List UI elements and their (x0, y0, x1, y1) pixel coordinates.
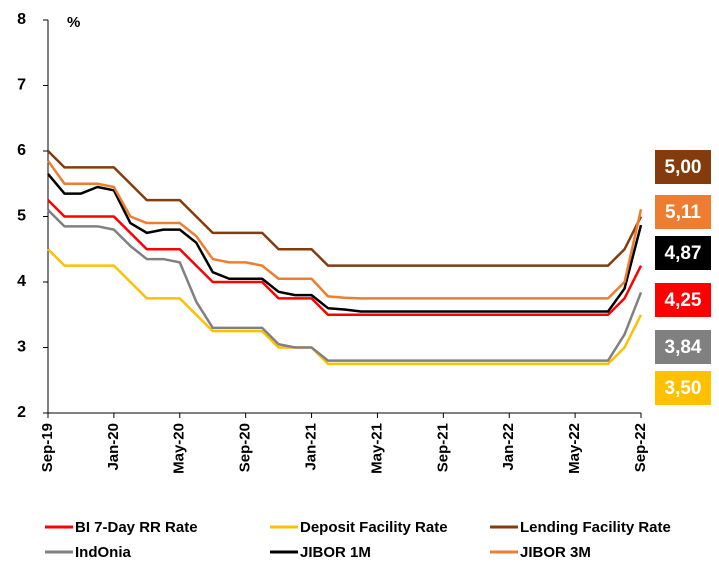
series-line (47, 150, 643, 267)
x-tick-label: Sep-19 (39, 423, 56, 472)
x-tick-label: May-20 (171, 423, 188, 474)
end-value-label: 4,25 (655, 283, 711, 317)
y-tick-label: 4 (17, 273, 26, 290)
legend-label: IndOnia (75, 544, 131, 561)
end-value-box (655, 330, 711, 364)
end-value-box (655, 371, 711, 405)
x-tick-label: Jan-22 (500, 423, 517, 471)
y-tick-label: 5 (17, 208, 26, 225)
end-value-text: 5,00 (665, 157, 702, 178)
legend-label: Lending Facility Rate (520, 519, 671, 536)
y-tick-label: 6 (17, 142, 26, 159)
y-tick-label: 7 (17, 77, 26, 94)
x-tick-label: Sep-20 (237, 423, 254, 472)
y-axis-label: % (67, 14, 80, 31)
series-line (47, 209, 643, 362)
end-value-label: 3,50 (655, 371, 711, 405)
x-tick-label: Jan-20 (105, 423, 122, 471)
end-value-label: 5,00 (655, 150, 711, 184)
series-line (46, 160, 643, 300)
legend-label: BI 7-Day RR Rate (75, 519, 198, 536)
series-line (47, 199, 643, 316)
end-value-label: 5,11 (655, 195, 711, 229)
series-line (47, 248, 643, 366)
end-value-text: 3,50 (665, 378, 702, 399)
x-tick-label: Sep-22 (632, 423, 649, 472)
y-tick-label: 8 (17, 11, 26, 28)
end-value-box (655, 236, 711, 270)
end-value-box (655, 150, 711, 184)
end-value-box (655, 283, 711, 317)
legend-label: JIBOR 3M (520, 544, 591, 561)
y-tick-label: 2 (17, 404, 26, 421)
end-value-text: 5,11 (665, 202, 701, 223)
series-line (47, 173, 643, 313)
x-tick-label: Jan-21 (303, 423, 320, 471)
end-value-text: 4,25 (665, 290, 702, 311)
y-tick-label: 3 (17, 339, 26, 356)
legend-label: JIBOR 1M (300, 544, 371, 561)
end-value-label: 3,84 (655, 330, 711, 364)
end-value-label: 4,87 (655, 236, 711, 270)
end-value-text: 3,84 (665, 337, 702, 358)
end-value-box (655, 195, 711, 229)
x-tick-label: May-21 (368, 423, 385, 474)
legend-label: Deposit Facility Rate (300, 519, 448, 536)
end-value-text: 4,87 (665, 243, 702, 264)
x-tick-label: Sep-21 (434, 423, 451, 472)
x-tick-label: May-22 (566, 423, 583, 474)
